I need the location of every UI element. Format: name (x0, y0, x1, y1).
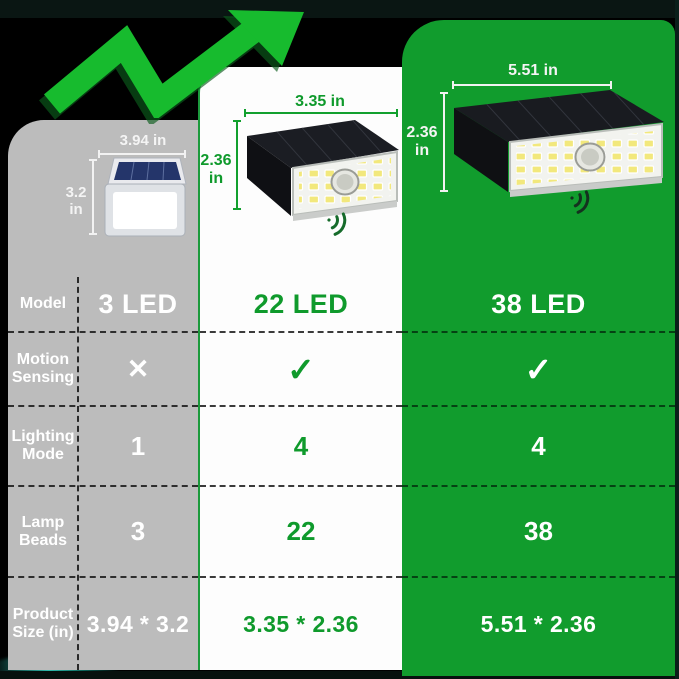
motion-wave-icon (570, 190, 590, 214)
model-value-3led: 3 LED (98, 288, 178, 319)
width-dimension-line-3led (98, 150, 186, 158)
width-dimension-line-38led (452, 81, 612, 89)
check-icon: ✓ (200, 331, 402, 405)
product-size-value-38led: 5.51 * 2.36 (402, 576, 675, 670)
lighting-mode-value-38led: 4 (402, 405, 675, 485)
product-image-38led (454, 90, 664, 214)
product-image-22led (247, 120, 399, 236)
table-column-22led: 22 LED ✓ 4 22 3.35 * 2.36 (200, 277, 402, 670)
lamp-beads-value-3led: 3 (130, 516, 146, 546)
width-dimension-label-22led: 3.35 in (295, 93, 345, 110)
table-row: Model 3 LED (8, 277, 198, 331)
bottom-dark-band (0, 671, 679, 679)
height-dimension-line-3led (89, 159, 97, 235)
model-value-22led: 22 LED (253, 288, 349, 319)
lamp-beads-value-38led: 38 (402, 485, 675, 576)
width-dimension-line-22led (244, 109, 398, 117)
product-image-3led (104, 157, 187, 237)
height-dimension-label-3led: 3.2 in (65, 184, 87, 219)
table-row: Motion Sensing ✕ (8, 331, 198, 405)
row-label-lighting-mode: Lighting Mode (11, 428, 75, 463)
model-value-38led: 38 LED (491, 288, 586, 319)
row-label-model: Model (19, 295, 67, 313)
cross-icon: ✕ (126, 353, 150, 384)
right-dark-band (675, 0, 679, 679)
row-label-motion-sensing: Motion Sensing (11, 351, 75, 386)
top-dark-band (0, 0, 679, 18)
lighting-mode-value-3led: 1 (130, 430, 146, 461)
height-dimension-line-22led (233, 120, 241, 210)
row-label-lamp-beads: Lamp Beads (18, 513, 68, 549)
table-row: Lamp Beads 3 (8, 485, 198, 576)
table-column-38led: 38 LED ✓ 4 38 5.51 * 2.36 (402, 277, 675, 670)
row-label-product-size: Product Size (in) (12, 606, 74, 641)
table-row: Lighting Mode 1 (8, 405, 198, 485)
check-icon: ✓ (402, 331, 675, 405)
width-dimension-label-38led: 5.51 in (508, 62, 558, 79)
lamp-beads-value-22led: 22 (200, 485, 402, 576)
table-column-3led: Model 3 LED Motion Sensing ✕ Lighting Mo… (8, 277, 198, 670)
product-size-value-22led: 3.35 * 2.36 (200, 576, 402, 670)
trend-arrow-icon (43, 10, 304, 118)
lighting-mode-value-22led: 4 (200, 405, 402, 485)
product-size-value-3led: 3.94 * 3.2 (86, 610, 190, 637)
height-dimension-line-38led (440, 92, 448, 192)
label-divider-dashed (77, 277, 79, 670)
height-dimension-label-38led: 2.36 in (406, 124, 438, 160)
table-row: Product Size (in) 3.94 * 3.2 (8, 576, 198, 670)
width-dimension-label-3led: 3.94 in (119, 132, 167, 149)
height-dimension-label-22led: 2.36 in (200, 152, 232, 188)
